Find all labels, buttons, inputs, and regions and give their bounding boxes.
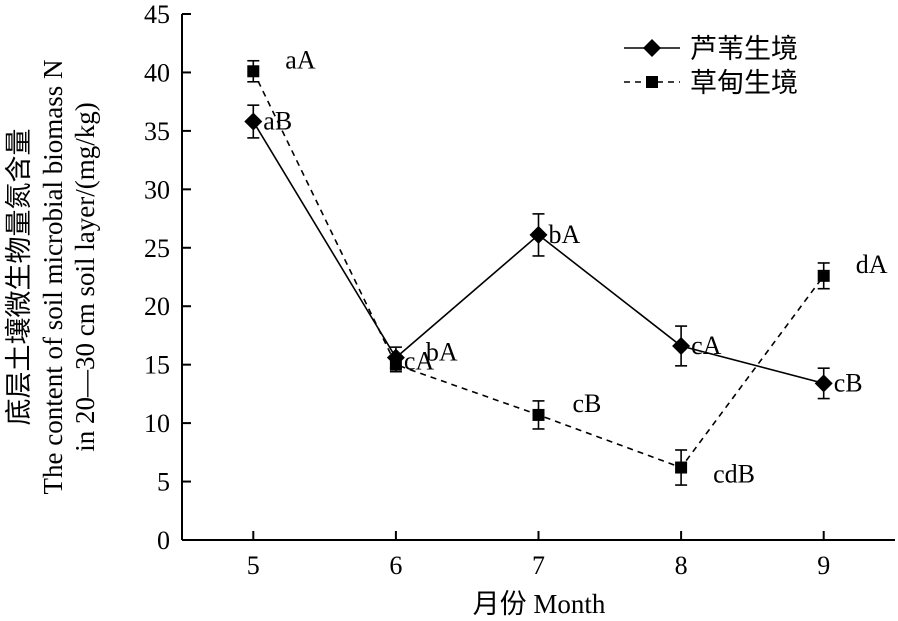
- y-tick-label: 15: [144, 351, 170, 380]
- data-label: cB: [834, 368, 863, 397]
- legend-label: 芦苇生境: [690, 34, 798, 65]
- y-tick-label: 45: [144, 0, 170, 29]
- y-axis-title-line: The content of soil microbial biomass N: [38, 60, 68, 495]
- data-point: [817, 269, 830, 282]
- data-label: aA: [285, 45, 316, 74]
- data-label: dA: [856, 250, 888, 279]
- x-axis-title: 月份 Month: [473, 589, 606, 619]
- data-point: [529, 225, 548, 244]
- y-tick-label: 25: [144, 234, 170, 263]
- data-point: [244, 112, 263, 131]
- data-point: [389, 358, 402, 371]
- y-tick-label: 0: [157, 526, 170, 555]
- y-tick-label: 10: [144, 409, 170, 438]
- legend-label: 草甸生境: [690, 68, 798, 99]
- data-label: cB: [573, 389, 602, 418]
- series-2: aA bA cB cdB dA: [247, 45, 888, 489]
- y-tick-label: 20: [144, 292, 170, 321]
- data-label: bA: [549, 220, 581, 249]
- y-axis-title-line: in 20—30 cm soil layer/(mg/kg): [70, 102, 100, 451]
- x-tick-label: 6: [389, 551, 402, 580]
- x-tick-label: 7: [532, 551, 545, 580]
- data-point: [814, 374, 833, 393]
- data-point: [532, 408, 545, 421]
- y-tick-label: 35: [144, 117, 170, 146]
- data-label: cA: [691, 331, 722, 360]
- data-label: cA: [404, 347, 435, 376]
- data-point: [675, 461, 688, 474]
- legend-marker: [643, 39, 661, 57]
- data-point: [247, 65, 260, 78]
- x-tick-label: 5: [247, 551, 260, 580]
- y-axis-title-line: 底层土壤微生物量氮含量: [4, 129, 34, 426]
- axes: 0 5 10 15 20 25 30 35 40 45 5 6 7 8 9: [144, 0, 895, 580]
- y-tick-label: 5: [157, 468, 170, 497]
- x-tick-label: 9: [817, 551, 830, 580]
- data-label: cdB: [713, 460, 755, 489]
- data-label: bA: [426, 338, 458, 367]
- y-tick-label: 40: [144, 58, 170, 87]
- y-axis-title: 底层土壤微生物量氮含量 The content of soil microbial…: [4, 60, 100, 495]
- data-point: [672, 336, 691, 355]
- x-tick-label: 8: [675, 551, 688, 580]
- y-tick-label: 30: [144, 175, 170, 204]
- legend-marker: [646, 76, 658, 88]
